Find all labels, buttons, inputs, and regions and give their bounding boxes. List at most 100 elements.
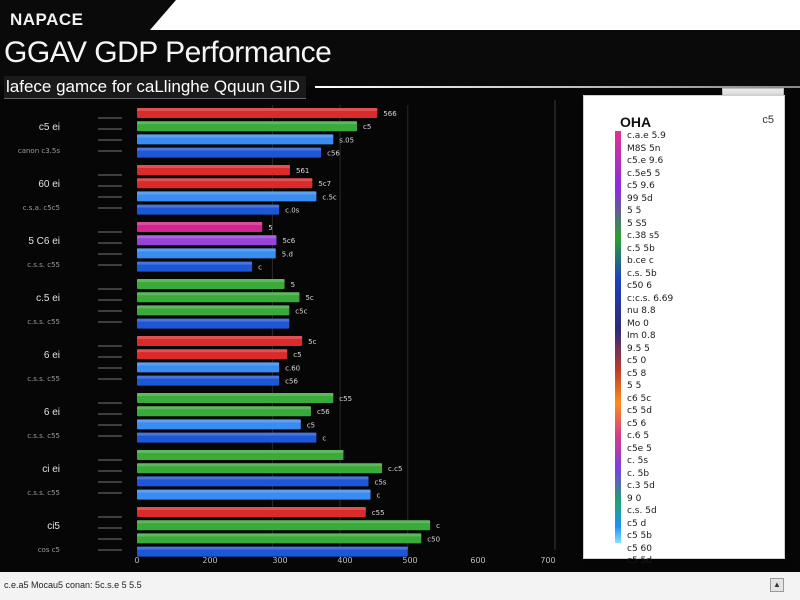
bar: [137, 305, 290, 316]
bar-value-label: s.05: [339, 136, 354, 144]
legend-item: c. 5b: [627, 468, 650, 479]
group-sublabel: c.s.a. c5c5: [23, 204, 60, 212]
brand-label: NAPACE: [10, 10, 84, 29]
group-label: ci ei: [42, 464, 60, 475]
bar-value-label: 5c: [308, 338, 316, 346]
group-label: ci5: [47, 521, 60, 532]
bar: [137, 248, 276, 259]
bar-value-label: 5: [291, 281, 295, 289]
bar-value-label: 5c7: [318, 180, 331, 188]
legend-item: c5 0: [627, 356, 647, 366]
legend-item: 99 5d: [627, 193, 653, 204]
bar-highlight: [137, 507, 366, 510]
header-divider: [315, 86, 800, 88]
bar-value-label: c: [322, 435, 326, 443]
bar: [137, 507, 366, 517]
bar-value-label: c: [377, 492, 381, 500]
bar-highlight: [137, 191, 317, 195]
bar-highlight: [137, 318, 290, 322]
group-label: 6 ei: [44, 350, 60, 361]
bar-highlight: [137, 134, 334, 138]
bar-value-label: c.5c: [322, 193, 337, 201]
group-label: 60 ei: [38, 179, 60, 190]
legend-item: c5 6: [627, 418, 647, 429]
bar-highlight: [137, 489, 371, 493]
legend-item: c5 60: [627, 543, 652, 554]
legend-item: c5 8: [627, 368, 647, 379]
legend-corner-label: c5: [762, 114, 774, 126]
group-sublabel: cos c5: [38, 546, 60, 554]
bar: [137, 349, 288, 360]
x-tick-label: 0: [134, 556, 139, 565]
legend-list: c.a.e 5.9 M8S 5n c5.e 9.6 c.5e5 5 c5 9.6 99 5…: [627, 130, 777, 568]
bar-highlight: [137, 533, 422, 537]
legend-item: Mo 0: [627, 318, 649, 329]
bar: [137, 419, 301, 430]
group-sublabel: canon c3.5s: [18, 147, 61, 155]
bar-value-label: c56: [317, 408, 330, 416]
group-label: 5 C6 ei: [28, 236, 60, 247]
legend-item: c.38 s5: [627, 231, 660, 241]
bar-highlight: [137, 336, 303, 339]
bar-value-label: 5: [268, 224, 272, 232]
bar-value-label: c5: [293, 351, 301, 359]
bar: [137, 318, 290, 329]
bar: [137, 204, 280, 215]
bar-highlight: [137, 108, 378, 111]
bar-highlight: [137, 432, 317, 436]
bar-value-label: 5c6: [282, 237, 295, 245]
legend-item: c5 5b: [627, 531, 652, 541]
bar-highlight: [137, 349, 288, 353]
bar: [137, 463, 383, 474]
bar-value-label: c55: [372, 509, 385, 517]
legend-item: c.s. 5d: [627, 506, 657, 516]
group-label: c.5 ei: [36, 293, 60, 304]
bar-value-label: c.c5: [388, 465, 402, 473]
scroll-up-icon[interactable]: ▲: [770, 578, 784, 592]
legend-item: 5 S5: [627, 218, 648, 229]
bar-highlight: [137, 450, 344, 453]
legend-item: Im 0.8: [627, 331, 656, 341]
x-tick-label: 300: [272, 556, 287, 565]
bar-value-label: c: [436, 522, 440, 530]
group-sublabel: c.s.s. c55: [27, 432, 60, 440]
legend-item: c5 9.6: [627, 181, 655, 191]
bar-chart: 0 200 300 400 500 600 700 c5 ei canon c3.5s 566 c5…: [0, 100, 590, 570]
bar-value-label: 561: [296, 167, 309, 175]
legend-item: c.3 5d: [627, 481, 655, 491]
bar: [137, 178, 313, 189]
legend-item: c.5 5b: [627, 243, 655, 254]
group-sublabel: c.s.s. c55: [27, 489, 60, 497]
bar-highlight: [137, 476, 369, 480]
bar-value-label: c55: [339, 395, 352, 403]
legend-title: OHA: [620, 114, 652, 130]
bar-value-label: c50: [427, 535, 440, 543]
bar: [137, 406, 311, 417]
bar-value-label: c56: [285, 378, 298, 386]
bar: [137, 432, 317, 443]
bar-value-label: c56: [327, 150, 340, 158]
bar: [137, 279, 285, 289]
bar: [137, 489, 371, 500]
legend-item: c.s. 5b: [627, 268, 657, 279]
group-sublabel: c.s.s. c55: [27, 375, 60, 383]
legend-panel: OHA c5 c.a.e 5.9 M8S 5n c5.e 9.6 c.5e5 5 c5 …: [583, 95, 785, 566]
header-accent-stripe: [150, 0, 800, 30]
bar-highlight: [137, 279, 285, 282]
bar: [137, 336, 303, 346]
bar-highlight: [137, 362, 280, 366]
legend-item: c5 d: [627, 518, 647, 529]
bar-value-label: c5: [307, 421, 315, 429]
bar-highlight: [137, 222, 263, 225]
bar-highlight: [137, 235, 277, 239]
legend-item: c50 6: [627, 281, 652, 291]
bar: [137, 261, 253, 272]
bar: [137, 362, 280, 373]
bar-highlight: [137, 204, 280, 208]
status-bar: [0, 572, 800, 600]
page-subtitle: lafece gamce for caLlinghe Qquun GID: [4, 76, 306, 99]
legend-color-strip: [615, 131, 621, 543]
bar-value-label: c: [258, 264, 262, 272]
bar-highlight: [137, 121, 357, 125]
